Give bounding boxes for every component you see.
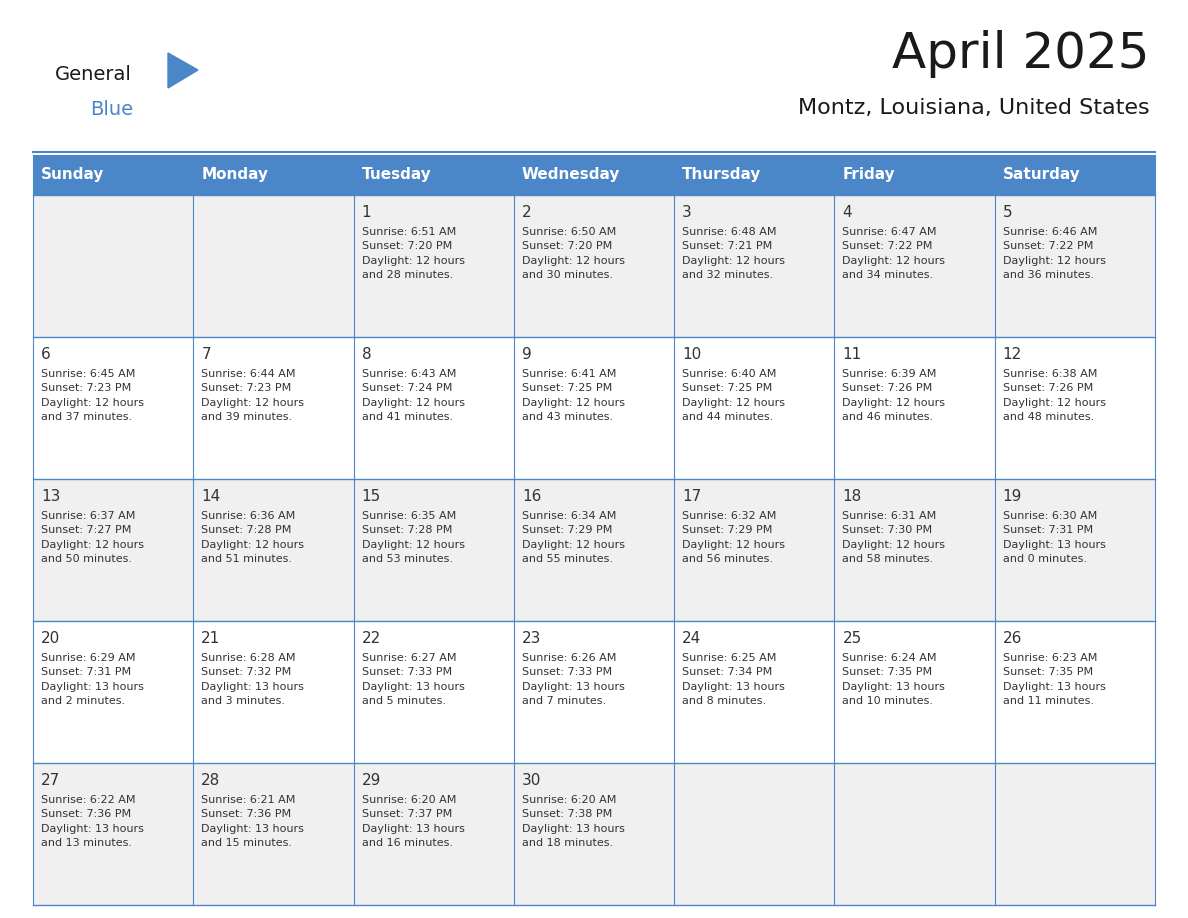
Text: Sunrise: 6:45 AM
Sunset: 7:23 PM
Daylight: 12 hours
and 37 minutes.: Sunrise: 6:45 AM Sunset: 7:23 PM Dayligh…: [42, 369, 144, 422]
Text: 2: 2: [522, 205, 531, 220]
Text: 30: 30: [522, 773, 542, 788]
Text: 20: 20: [42, 631, 61, 646]
Text: Sunrise: 6:35 AM
Sunset: 7:28 PM
Daylight: 12 hours
and 53 minutes.: Sunrise: 6:35 AM Sunset: 7:28 PM Dayligh…: [361, 511, 465, 565]
Text: 29: 29: [361, 773, 381, 788]
Text: 14: 14: [201, 489, 221, 504]
Text: 4: 4: [842, 205, 852, 220]
Text: 15: 15: [361, 489, 381, 504]
Text: 6: 6: [42, 347, 51, 362]
Text: Sunrise: 6:29 AM
Sunset: 7:31 PM
Daylight: 13 hours
and 2 minutes.: Sunrise: 6:29 AM Sunset: 7:31 PM Dayligh…: [42, 653, 144, 706]
Text: 17: 17: [682, 489, 701, 504]
Text: Sunday: Sunday: [42, 167, 105, 183]
Text: Sunrise: 6:51 AM
Sunset: 7:20 PM
Daylight: 12 hours
and 28 minutes.: Sunrise: 6:51 AM Sunset: 7:20 PM Dayligh…: [361, 227, 465, 280]
Text: 13: 13: [42, 489, 61, 504]
Text: Sunrise: 6:44 AM
Sunset: 7:23 PM
Daylight: 12 hours
and 39 minutes.: Sunrise: 6:44 AM Sunset: 7:23 PM Dayligh…: [201, 369, 304, 422]
Text: Sunrise: 6:48 AM
Sunset: 7:21 PM
Daylight: 12 hours
and 32 minutes.: Sunrise: 6:48 AM Sunset: 7:21 PM Dayligh…: [682, 227, 785, 280]
Text: 24: 24: [682, 631, 701, 646]
Text: 7: 7: [201, 347, 211, 362]
Text: Sunrise: 6:46 AM
Sunset: 7:22 PM
Daylight: 12 hours
and 36 minutes.: Sunrise: 6:46 AM Sunset: 7:22 PM Dayligh…: [1003, 227, 1106, 280]
Text: Sunrise: 6:31 AM
Sunset: 7:30 PM
Daylight: 12 hours
and 58 minutes.: Sunrise: 6:31 AM Sunset: 7:30 PM Dayligh…: [842, 511, 946, 565]
Text: Sunrise: 6:21 AM
Sunset: 7:36 PM
Daylight: 13 hours
and 15 minutes.: Sunrise: 6:21 AM Sunset: 7:36 PM Dayligh…: [201, 795, 304, 848]
Bar: [33, 479, 1155, 621]
Text: Wednesday: Wednesday: [522, 167, 620, 183]
Text: 21: 21: [201, 631, 221, 646]
Text: Sunrise: 6:20 AM
Sunset: 7:38 PM
Daylight: 13 hours
and 18 minutes.: Sunrise: 6:20 AM Sunset: 7:38 PM Dayligh…: [522, 795, 625, 848]
Text: 26: 26: [1003, 631, 1022, 646]
Text: 1: 1: [361, 205, 371, 220]
Text: 27: 27: [42, 773, 61, 788]
Text: 16: 16: [522, 489, 542, 504]
Text: Sunrise: 6:26 AM
Sunset: 7:33 PM
Daylight: 13 hours
and 7 minutes.: Sunrise: 6:26 AM Sunset: 7:33 PM Dayligh…: [522, 653, 625, 706]
Text: Sunrise: 6:34 AM
Sunset: 7:29 PM
Daylight: 12 hours
and 55 minutes.: Sunrise: 6:34 AM Sunset: 7:29 PM Dayligh…: [522, 511, 625, 565]
Text: 28: 28: [201, 773, 221, 788]
Text: Sunrise: 6:36 AM
Sunset: 7:28 PM
Daylight: 12 hours
and 51 minutes.: Sunrise: 6:36 AM Sunset: 7:28 PM Dayligh…: [201, 511, 304, 565]
Text: 12: 12: [1003, 347, 1022, 362]
Text: Sunrise: 6:43 AM
Sunset: 7:24 PM
Daylight: 12 hours
and 41 minutes.: Sunrise: 6:43 AM Sunset: 7:24 PM Dayligh…: [361, 369, 465, 422]
Text: Sunrise: 6:23 AM
Sunset: 7:35 PM
Daylight: 13 hours
and 11 minutes.: Sunrise: 6:23 AM Sunset: 7:35 PM Dayligh…: [1003, 653, 1106, 706]
Bar: [33, 621, 1155, 763]
Text: General: General: [55, 65, 132, 84]
Text: 11: 11: [842, 347, 861, 362]
Text: Sunrise: 6:20 AM
Sunset: 7:37 PM
Daylight: 13 hours
and 16 minutes.: Sunrise: 6:20 AM Sunset: 7:37 PM Dayligh…: [361, 795, 465, 848]
Text: Sunrise: 6:22 AM
Sunset: 7:36 PM
Daylight: 13 hours
and 13 minutes.: Sunrise: 6:22 AM Sunset: 7:36 PM Dayligh…: [42, 795, 144, 848]
Polygon shape: [168, 53, 198, 88]
Text: Friday: Friday: [842, 167, 895, 183]
Text: Sunrise: 6:24 AM
Sunset: 7:35 PM
Daylight: 13 hours
and 10 minutes.: Sunrise: 6:24 AM Sunset: 7:35 PM Dayligh…: [842, 653, 946, 706]
Text: 5: 5: [1003, 205, 1012, 220]
Text: Saturday: Saturday: [1003, 167, 1080, 183]
Text: Sunrise: 6:25 AM
Sunset: 7:34 PM
Daylight: 13 hours
and 8 minutes.: Sunrise: 6:25 AM Sunset: 7:34 PM Dayligh…: [682, 653, 785, 706]
Text: Monday: Monday: [201, 167, 268, 183]
Bar: [33, 155, 1155, 195]
Text: Blue: Blue: [90, 100, 133, 119]
Text: 18: 18: [842, 489, 861, 504]
Text: Thursday: Thursday: [682, 167, 762, 183]
Text: 9: 9: [522, 347, 531, 362]
Text: Sunrise: 6:47 AM
Sunset: 7:22 PM
Daylight: 12 hours
and 34 minutes.: Sunrise: 6:47 AM Sunset: 7:22 PM Dayligh…: [842, 227, 946, 280]
Text: April 2025: April 2025: [892, 30, 1150, 78]
Text: Sunrise: 6:38 AM
Sunset: 7:26 PM
Daylight: 12 hours
and 48 minutes.: Sunrise: 6:38 AM Sunset: 7:26 PM Dayligh…: [1003, 369, 1106, 422]
Text: Sunrise: 6:28 AM
Sunset: 7:32 PM
Daylight: 13 hours
and 3 minutes.: Sunrise: 6:28 AM Sunset: 7:32 PM Dayligh…: [201, 653, 304, 706]
Text: Tuesday: Tuesday: [361, 167, 431, 183]
Text: 23: 23: [522, 631, 542, 646]
Bar: [33, 337, 1155, 479]
Text: 10: 10: [682, 347, 701, 362]
Text: 3: 3: [682, 205, 691, 220]
Text: 8: 8: [361, 347, 371, 362]
Text: Sunrise: 6:40 AM
Sunset: 7:25 PM
Daylight: 12 hours
and 44 minutes.: Sunrise: 6:40 AM Sunset: 7:25 PM Dayligh…: [682, 369, 785, 422]
Text: Sunrise: 6:27 AM
Sunset: 7:33 PM
Daylight: 13 hours
and 5 minutes.: Sunrise: 6:27 AM Sunset: 7:33 PM Dayligh…: [361, 653, 465, 706]
Bar: [33, 195, 1155, 337]
Text: Sunrise: 6:32 AM
Sunset: 7:29 PM
Daylight: 12 hours
and 56 minutes.: Sunrise: 6:32 AM Sunset: 7:29 PM Dayligh…: [682, 511, 785, 565]
Text: Montz, Louisiana, United States: Montz, Louisiana, United States: [798, 98, 1150, 118]
Bar: [33, 763, 1155, 905]
Text: Sunrise: 6:50 AM
Sunset: 7:20 PM
Daylight: 12 hours
and 30 minutes.: Sunrise: 6:50 AM Sunset: 7:20 PM Dayligh…: [522, 227, 625, 280]
Text: 19: 19: [1003, 489, 1022, 504]
Text: Sunrise: 6:39 AM
Sunset: 7:26 PM
Daylight: 12 hours
and 46 minutes.: Sunrise: 6:39 AM Sunset: 7:26 PM Dayligh…: [842, 369, 946, 422]
Text: Sunrise: 6:41 AM
Sunset: 7:25 PM
Daylight: 12 hours
and 43 minutes.: Sunrise: 6:41 AM Sunset: 7:25 PM Dayligh…: [522, 369, 625, 422]
Text: Sunrise: 6:37 AM
Sunset: 7:27 PM
Daylight: 12 hours
and 50 minutes.: Sunrise: 6:37 AM Sunset: 7:27 PM Dayligh…: [42, 511, 144, 565]
Text: 25: 25: [842, 631, 861, 646]
Text: Sunrise: 6:30 AM
Sunset: 7:31 PM
Daylight: 13 hours
and 0 minutes.: Sunrise: 6:30 AM Sunset: 7:31 PM Dayligh…: [1003, 511, 1106, 565]
Text: 22: 22: [361, 631, 381, 646]
